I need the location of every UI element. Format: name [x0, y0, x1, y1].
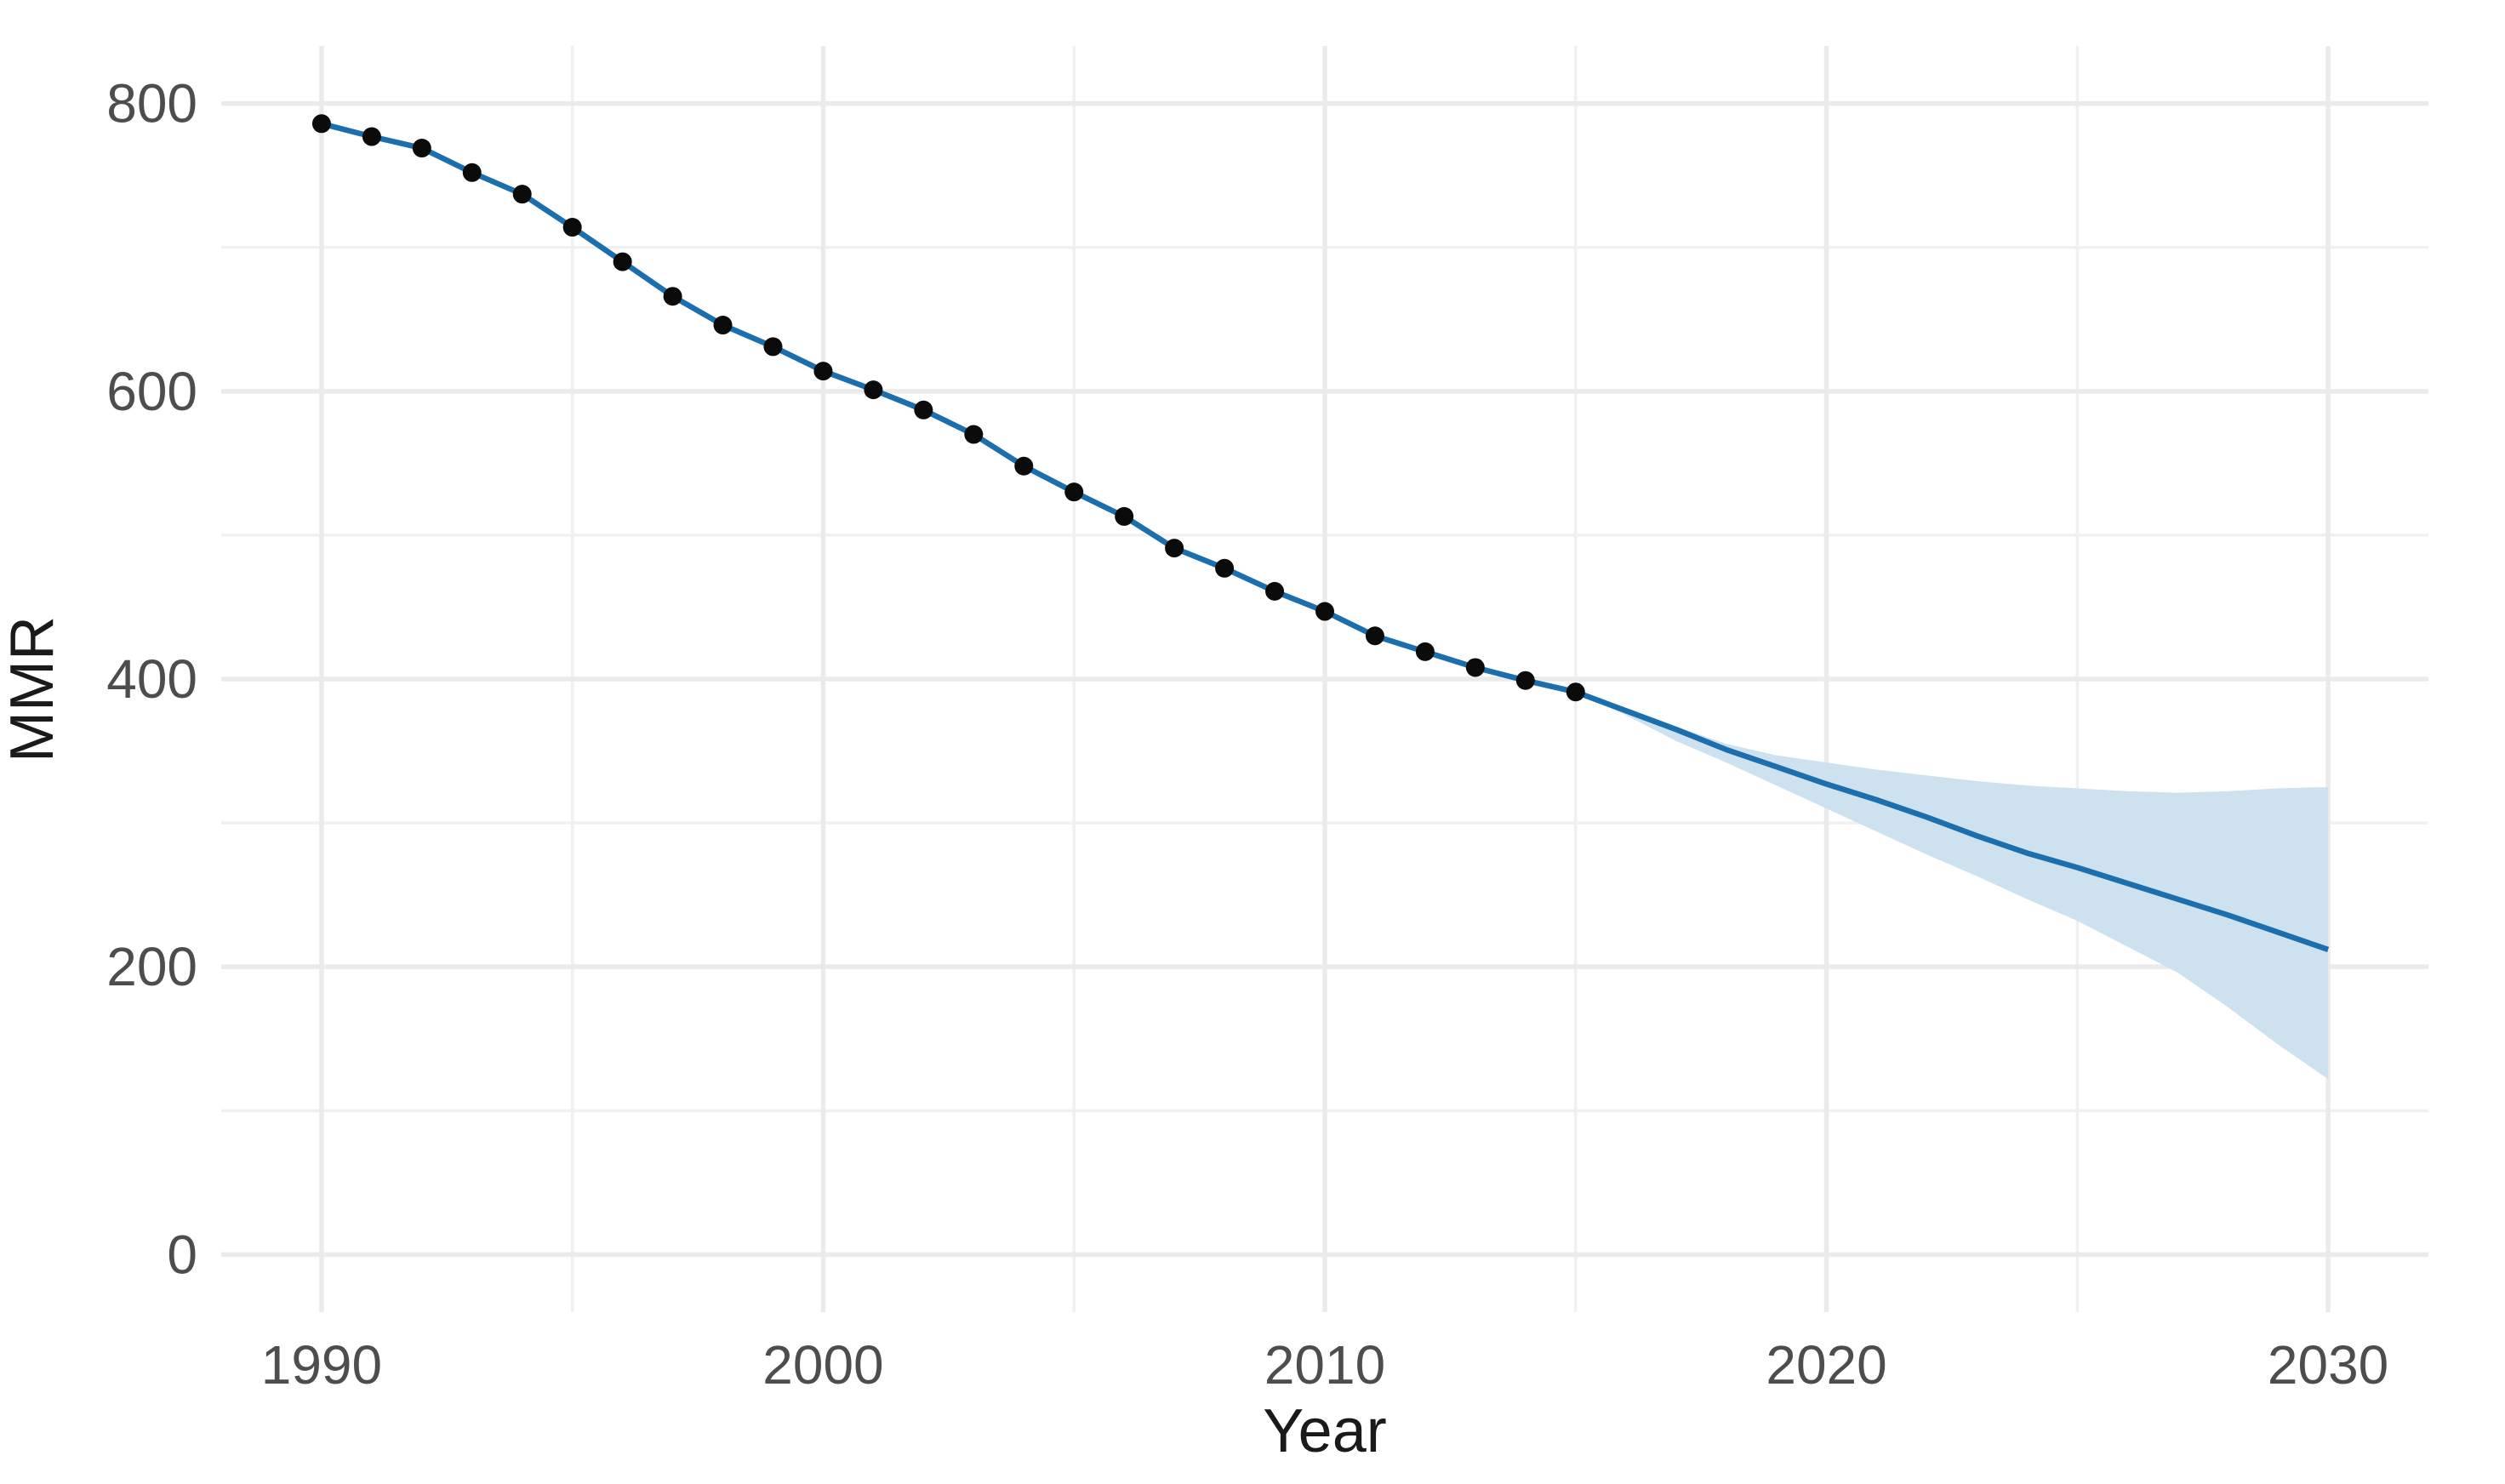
observed-data-point: [1315, 602, 1334, 621]
observed-data-point: [1415, 642, 1435, 661]
observed-data-point: [562, 218, 582, 237]
observed-data-point: [1064, 482, 1084, 502]
credible-interval-ribbon: [1575, 692, 2329, 1080]
observed-data-point: [613, 252, 632, 271]
data-points: [311, 114, 1585, 702]
observed-data-point: [1165, 539, 1184, 558]
x-tick-label: 2030: [2268, 1334, 2388, 1396]
observed-data-point: [311, 114, 331, 134]
observed-data-point: [1265, 581, 1285, 601]
observed-data-point: [1465, 658, 1485, 677]
observed-data-point: [663, 287, 682, 306]
observed-data-point: [1566, 682, 1585, 702]
observed-data-point: [1014, 456, 1034, 476]
y-tick-label: 600: [106, 361, 197, 422]
y-tick-label: 400: [106, 648, 197, 710]
y-axis-title: MMR: [0, 616, 66, 762]
x-axis-tick-labels: 1990 2000 2010 2020 2030: [261, 1334, 2389, 1396]
y-tick-label: 0: [167, 1224, 197, 1285]
y-axis-tick-labels: 0 200 400 600 800: [106, 73, 197, 1286]
observed-data-point: [1215, 558, 1235, 578]
observed-data-point: [713, 316, 733, 335]
observed-data-point: [362, 127, 381, 146]
confidence-ribbon: [1575, 692, 2329, 1080]
observed-data-point: [813, 362, 833, 381]
x-tick-label: 2020: [1766, 1334, 1886, 1396]
x-tick-label: 1990: [261, 1334, 382, 1396]
observed-data-point: [864, 380, 883, 400]
observed-data-point: [1115, 506, 1134, 526]
observed-data-point: [914, 400, 933, 420]
major-gridlines: [221, 46, 2428, 1312]
observed-data-point: [462, 163, 482, 182]
observed-data-point: [512, 185, 532, 204]
x-axis-title: Year: [1263, 1397, 1387, 1465]
observed-data-point: [763, 337, 783, 357]
x-tick-label: 2010: [1264, 1334, 1385, 1396]
observed-data-point: [964, 425, 984, 444]
observed-data-point: [1515, 671, 1535, 690]
y-tick-label: 800: [106, 73, 197, 134]
y-tick-label: 200: [106, 936, 197, 997]
x-tick-label: 2000: [762, 1334, 883, 1396]
observed-data-point: [412, 139, 431, 158]
observed-data-point: [1365, 626, 1384, 646]
